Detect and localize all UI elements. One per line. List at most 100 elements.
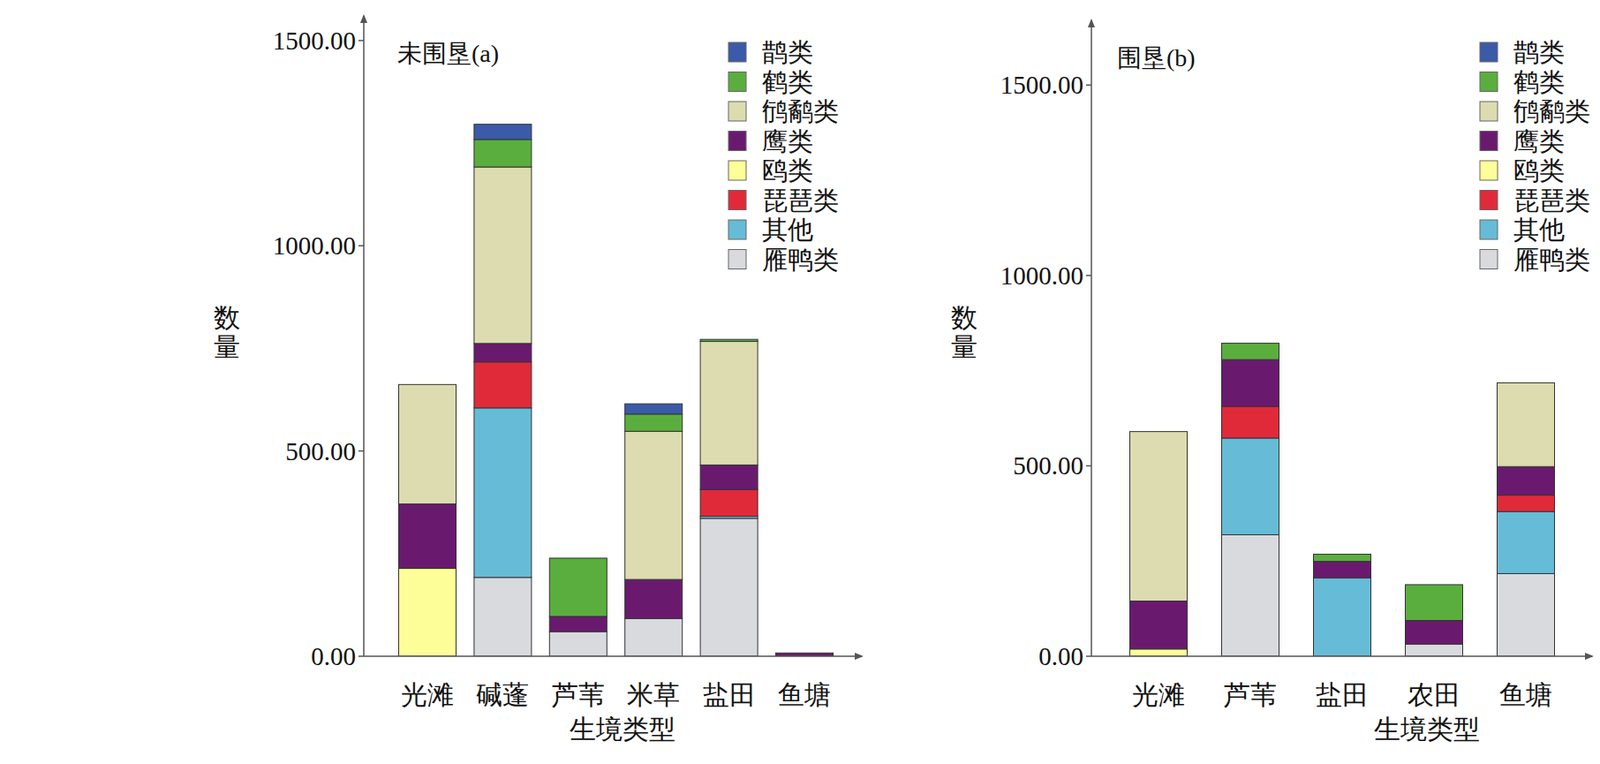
y-tick (358, 39, 364, 42)
bar-segment (474, 166, 532, 344)
bar-segment (1222, 534, 1280, 657)
x-tick-label: 盐田 (1315, 679, 1369, 710)
y-tick-label: 1000.00 (1000, 261, 1084, 290)
bar-segment (625, 618, 683, 657)
bar-segment (1405, 643, 1464, 657)
y-tick (358, 655, 364, 657)
bar-segment (399, 384, 457, 385)
bar-segment (549, 631, 607, 657)
x-tick-label: 芦苇 (551, 679, 605, 710)
bar-segment (700, 339, 758, 341)
x-tick-label: 光滩 (1132, 679, 1185, 710)
bar-segment (776, 652, 834, 654)
bar-segment (1497, 466, 1555, 495)
bar-segment (1130, 430, 1188, 432)
bar-segment (1497, 573, 1555, 657)
legend-swatch (1479, 72, 1498, 92)
x-tick-label: 鱼塘 (1499, 679, 1553, 710)
legend-label: 琵琶类 (1513, 186, 1591, 215)
legend-label: 鹊类 (1513, 37, 1565, 67)
bar-segment (1130, 600, 1188, 649)
bar-segment (1313, 577, 1372, 657)
chart-root: 0.00500.001000.001500.00光滩碱蓬芦苇米草盐田鱼塘生境类型… (0, 0, 1600, 764)
legend-swatch (1479, 160, 1498, 181)
legend-swatch (728, 249, 747, 270)
bar-segment (399, 384, 457, 385)
y-axis-title: 数量 (213, 302, 241, 362)
legend-label: 鹤类 (762, 67, 814, 97)
bar-segment (399, 504, 457, 569)
x-axis (363, 655, 862, 657)
legend-label: 鹰类 (762, 127, 814, 156)
bar-segment (1405, 619, 1464, 644)
bar-segment (1497, 382, 1555, 384)
bar-segment (1130, 431, 1188, 602)
y-tick (1086, 655, 1092, 657)
bar-segment (474, 362, 532, 408)
bar-segment (549, 558, 607, 617)
bar-segment (700, 518, 758, 657)
bar-segment (1405, 583, 1464, 585)
bar-segment (1222, 343, 1280, 361)
bar-segment (1313, 553, 1372, 561)
y-axis (1090, 20, 1093, 657)
legend-swatch (728, 131, 747, 151)
y-tick-label: 1000.00 (272, 231, 356, 260)
legend-swatch (728, 160, 747, 181)
legend-swatch (1479, 131, 1498, 151)
bar-segment (474, 343, 532, 363)
bar-segment (700, 341, 758, 466)
bar-segment (625, 414, 683, 432)
legend-swatch (1479, 101, 1498, 121)
bar-segment (474, 124, 532, 140)
axis-arrow (1584, 652, 1594, 660)
bar-segment (700, 489, 758, 516)
bar-segment (1222, 359, 1280, 407)
bar-segment (776, 652, 834, 654)
legend-swatch (728, 190, 747, 211)
bar-segment (1497, 511, 1555, 574)
legend-label: 雁鸭类 (762, 245, 839, 274)
legend-label: 鸥类 (1513, 156, 1565, 185)
legend-swatch (728, 219, 747, 240)
x-axis (1091, 655, 1593, 657)
legend-label: 鹤类 (1513, 67, 1565, 97)
y-tick (1086, 274, 1092, 277)
bar-segment (1313, 553, 1372, 555)
legend-label: 鸥类 (762, 156, 814, 185)
y-tick (1086, 84, 1092, 87)
y-axis (362, 15, 365, 657)
bar-segment (776, 652, 834, 654)
bar-segment (399, 384, 457, 504)
bar-segment (1222, 342, 1280, 344)
legend-label: 鹊类 (762, 37, 814, 67)
legend-label: 雁鸭类 (1513, 245, 1591, 274)
bar-segment (1222, 406, 1280, 438)
legend-label: 其他 (762, 215, 814, 244)
legend-label: 鸻鹬类 (1513, 97, 1591, 126)
legend-swatch (1479, 219, 1498, 240)
x-tick-label: 芦苇 (1223, 679, 1277, 710)
y-tick-label: 0.00 (310, 641, 356, 671)
bar-segment (1497, 495, 1555, 513)
legend-label: 鸻鹬类 (762, 97, 839, 126)
bar-segment (1497, 382, 1555, 384)
bar-segment (1405, 584, 1464, 621)
legend-swatch (728, 42, 747, 62)
bar-segment (474, 407, 532, 578)
axis-arrow (854, 652, 864, 660)
x-axis-title: 生境类型 (1373, 714, 1480, 744)
y-tick (358, 245, 364, 248)
y-tick-label: 1500.00 (1000, 70, 1084, 99)
bar-segment (1313, 561, 1372, 579)
legend-label: 鹰类 (1513, 127, 1565, 156)
x-tick-label: 盐田 (702, 679, 756, 710)
bar-segment (549, 557, 607, 559)
bar-segment (399, 568, 457, 657)
chart-title: 围垦(b) (1116, 44, 1196, 72)
bar-segment (474, 577, 532, 657)
bar-segment (474, 139, 532, 167)
legend-swatch (728, 72, 747, 92)
axis-arrow (1087, 18, 1095, 28)
x-tick-label: 光滩 (400, 679, 454, 710)
